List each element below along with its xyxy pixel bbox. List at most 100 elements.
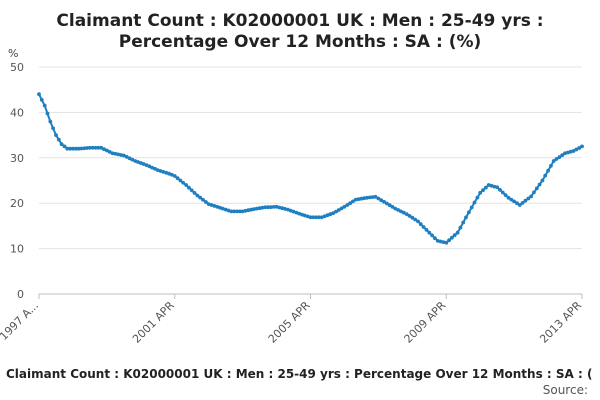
chart-title-line-2: Percentage Over 12 Months : SA : (%): [119, 32, 482, 52]
data-point: [181, 180, 186, 185]
data-point: [184, 183, 189, 187]
data-point: [204, 200, 208, 204]
data-point: [503, 193, 508, 198]
data-point: [175, 176, 180, 181]
data-point: [540, 178, 545, 183]
data-point: [266, 205, 270, 210]
data-point: [447, 238, 451, 243]
data-point: [580, 144, 584, 149]
data-point: [373, 194, 378, 199]
data-point: [93, 145, 98, 150]
x-tick-label-2: 2005 APR: [266, 299, 313, 346]
footer-source-label: Source:: [543, 383, 588, 397]
data-point: [458, 225, 463, 230]
footer-series-label: Claimant Count : K02000001 UK : Men : 25…: [6, 367, 592, 381]
series-line: [38, 93, 583, 244]
data-point: [529, 194, 533, 199]
data-point: [563, 151, 567, 156]
data-point: [130, 157, 135, 162]
data-point: [271, 205, 276, 209]
data-point: [396, 208, 401, 212]
data-point: [469, 205, 474, 210]
x-tick-label-4: 2013 APR: [537, 299, 584, 346]
data-point: [311, 215, 316, 220]
data-point: [56, 137, 61, 142]
data-point: [187, 185, 191, 190]
data-point: [509, 197, 514, 202]
data-point: [68, 146, 72, 151]
data-point: [481, 188, 485, 193]
data-point: [351, 199, 355, 204]
data-point: [79, 146, 84, 151]
data-point: [65, 146, 70, 151]
data-point: [404, 212, 409, 217]
y-axis: 0 10 20 30 40 50: [10, 61, 24, 301]
data-point: [246, 208, 251, 213]
data-point: [359, 196, 364, 201]
y-tick-label-50: 50: [10, 61, 24, 74]
data-point: [353, 197, 358, 202]
data-point: [189, 188, 194, 193]
data-point: [102, 147, 106, 152]
data-point: [90, 145, 95, 150]
data-point: [334, 209, 338, 214]
data-point: [424, 228, 429, 232]
data-point: [308, 215, 313, 220]
data-point: [441, 240, 446, 245]
data-point: [71, 146, 75, 151]
data-point: [506, 195, 511, 200]
data-point: [418, 222, 423, 227]
data-point: [161, 170, 166, 174]
data-point: [99, 145, 104, 150]
data-point: [410, 215, 415, 220]
data-point: [252, 207, 256, 212]
data-point: [557, 155, 562, 160]
data-point: [105, 148, 109, 153]
data-point: [427, 230, 432, 235]
data-point: [413, 217, 417, 222]
data-point: [317, 215, 321, 220]
data-point: [472, 200, 477, 205]
data-point: [370, 195, 375, 200]
data-point: [523, 198, 528, 203]
data-point: [88, 145, 92, 150]
data-point: [172, 174, 177, 178]
data-point: [401, 210, 406, 215]
data-point: [512, 199, 516, 204]
data-point: [421, 225, 426, 229]
data-point: [192, 191, 197, 195]
data-point: [283, 207, 287, 211]
data-point: [345, 203, 350, 207]
data-point: [107, 150, 112, 154]
data-point: [554, 157, 559, 161]
data-point: [322, 214, 327, 219]
data-point: [342, 204, 347, 209]
y-tick-label-30: 30: [10, 152, 24, 165]
data-point: [444, 240, 449, 245]
data-point: [201, 197, 205, 202]
data-point: [356, 197, 361, 202]
data-point: [430, 233, 434, 238]
data-point: [39, 98, 44, 102]
data-point: [546, 168, 550, 173]
data-point: [254, 206, 259, 211]
data-point: [407, 214, 412, 218]
data-point: [577, 146, 582, 150]
data-point: [150, 165, 155, 170]
data-point: [269, 205, 273, 210]
data-point: [551, 159, 556, 163]
data-point: [461, 220, 466, 225]
data-point: [532, 190, 536, 195]
data-point: [260, 205, 265, 210]
data-point: [495, 185, 500, 190]
data-point: [492, 184, 497, 189]
data-point: [450, 235, 454, 240]
data-point: [500, 190, 505, 195]
data-point: [537, 182, 542, 187]
data-point: [178, 178, 183, 183]
data-point: [37, 92, 41, 97]
data-point: [263, 205, 268, 210]
data-point: [240, 209, 245, 214]
data-point: [475, 195, 480, 200]
x-tick-label-1: 2001 APR: [130, 299, 177, 346]
